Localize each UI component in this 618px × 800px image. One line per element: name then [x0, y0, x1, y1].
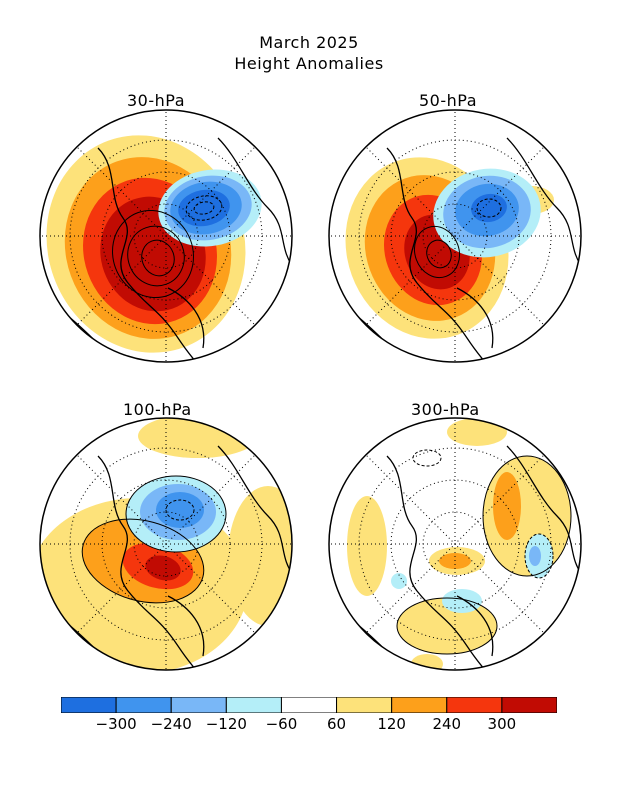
colorbar-swatch	[391, 697, 448, 713]
map-100hpa	[39, 417, 293, 671]
colorbar-swatch	[446, 697, 503, 713]
panel-label-30hpa: 30-hPa	[127, 91, 186, 110]
colorbar-swatch	[501, 697, 557, 713]
map-30hpa	[39, 109, 293, 363]
colorbar-tick-label: 120	[377, 715, 406, 733]
colorbar-swatch	[170, 697, 227, 713]
colorbar-tick-label: −300	[95, 715, 137, 733]
panel-label-300hpa: 300-hPa	[411, 400, 480, 419]
colorbar	[61, 697, 557, 713]
map-300hpa	[328, 417, 582, 671]
colorbar-tick-label: 300	[487, 715, 517, 733]
panel-label-50hpa: 50-hPa	[419, 91, 478, 110]
colorbar-tick-label: −240	[150, 715, 192, 733]
colorbar-swatch	[61, 697, 117, 713]
colorbar-tick-label: 60	[327, 715, 347, 733]
colorbar-tick-label: −60	[265, 715, 298, 733]
figure-subtitle: Height Anomalies	[234, 54, 384, 73]
figure-title: March 2025	[259, 33, 359, 52]
colorbar-tick-label: −120	[205, 715, 247, 733]
map-50hpa	[328, 109, 582, 363]
colorbar-swatch	[336, 697, 393, 713]
colorbar-swatch	[280, 697, 338, 713]
colorbar-swatch	[225, 697, 282, 713]
colorbar-swatch	[115, 697, 172, 713]
colorbar-tick-label: 240	[432, 715, 462, 733]
panel-label-100hpa: 100-hPa	[123, 400, 192, 419]
